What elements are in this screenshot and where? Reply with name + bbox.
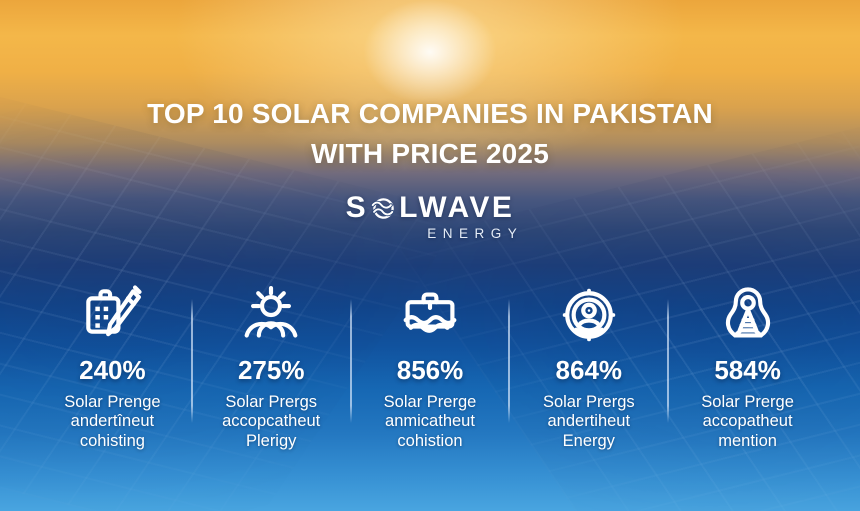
column-divider	[190, 299, 193, 423]
stat-card-1: 240% Solar Prenge andertîneut cohisting	[34, 281, 191, 451]
stat-card-5: 584% Solar Prerge accopatheut mention	[669, 281, 826, 451]
stat-value: 240%	[79, 355, 146, 385]
stat-label-line: Solar Prenge	[64, 393, 161, 411]
stat-label-line: Solar Prerge	[701, 393, 794, 411]
briefcase-wave-icon	[403, 292, 457, 333]
stat-label-line: cohistion	[397, 431, 463, 450]
sunrise-crowd-icon	[244, 286, 298, 338]
stat-value: 584%	[714, 355, 781, 385]
stat-card-3: 856% Solar Prerge anmicatheut cohistion	[352, 281, 509, 451]
stat-label-line: accopatheut	[702, 412, 793, 431]
stat-label-line: Energy	[562, 431, 615, 450]
stat-value: 864%	[555, 355, 623, 385]
stat-icon-wrap	[673, 281, 822, 349]
stat-label-line: andertiheut	[547, 412, 631, 431]
stat-label-line: Solar Prerge	[383, 393, 477, 411]
stat-value: 856%	[396, 355, 464, 385]
stat-label-line: anmicatheut	[385, 412, 475, 431]
column-divider	[667, 299, 670, 423]
title-line-1: TOP 10 SOLAR COMPANIES IN PAKISTAN	[147, 98, 713, 129]
calendar-pen-icon	[86, 285, 142, 337]
column-divider	[349, 299, 352, 423]
title-line-2: WITH PRICE 2025	[311, 137, 549, 169]
logo-wordmark: S LWAVE	[346, 191, 515, 225]
stat-label-line: Solar Prergs	[542, 393, 635, 411]
stat-icon-wrap	[197, 281, 346, 349]
stat-icon-wrap	[356, 281, 505, 349]
stat-icon-wrap	[38, 281, 187, 349]
logo-subtitle: ENERGY	[427, 226, 524, 241]
stat-label-line: Solar Prergs	[225, 393, 318, 411]
page-title: TOP 10 SOLAR COMPANIES IN PAKISTAN WITH …	[0, 94, 860, 174]
stat-label-line: mention	[718, 431, 777, 450]
stat-card-2: 275% Solar Prergs accopcatheut Plerigy	[193, 281, 350, 451]
stat-label-line: andertîneut	[70, 412, 155, 431]
stat-value: 275%	[237, 355, 305, 385]
stat-card-4: 864% Solar Prergs andertiheut Energy	[510, 281, 667, 451]
logo-prefix: S	[345, 191, 369, 224]
logo-suffix: LWAVE	[399, 191, 515, 224]
stat-label-line: cohisting	[79, 431, 145, 450]
stat-label-line: Plerigy	[245, 431, 297, 450]
column-divider	[508, 299, 511, 423]
stat-label-line: accopcatheut	[222, 412, 321, 431]
beacon-bell-icon	[725, 287, 770, 338]
target-person-icon	[562, 288, 616, 342]
brand-logo: S LWAVE ENERGY	[0, 191, 860, 241]
stat-icon-wrap	[514, 281, 663, 349]
stats-row: 240% Solar Prenge andertîneut cohisting	[34, 281, 826, 451]
sun-wave-icon	[370, 197, 395, 219]
